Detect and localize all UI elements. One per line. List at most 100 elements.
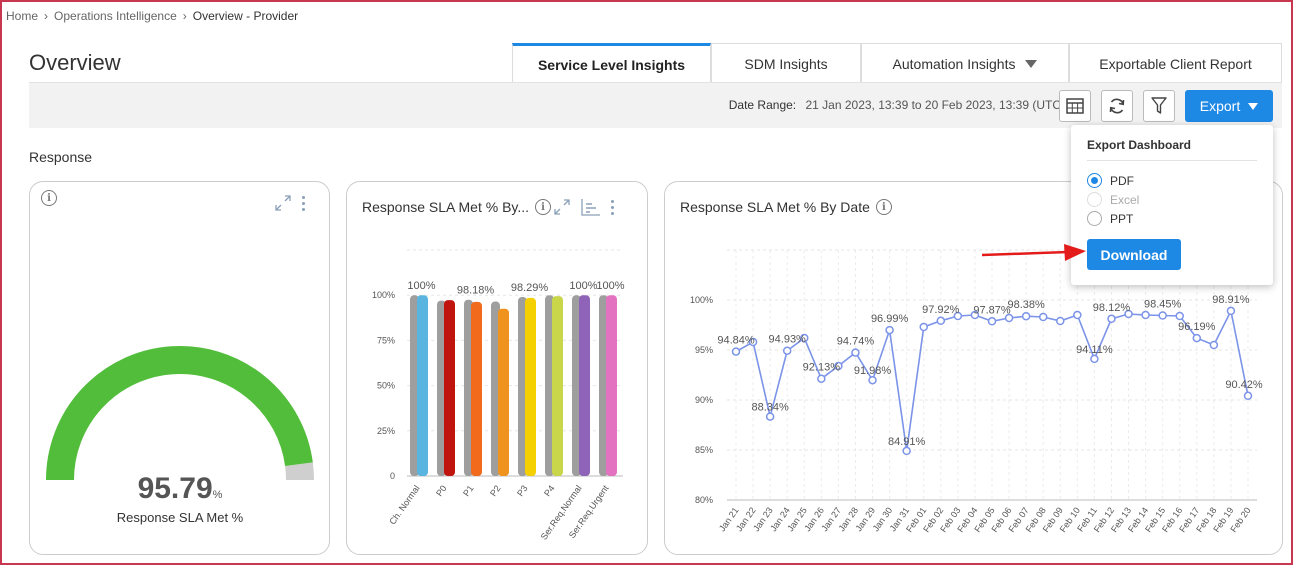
data-point <box>765 412 775 421</box>
data-point <box>1158 311 1167 320</box>
data-point <box>885 325 894 335</box>
gauge-chart <box>46 346 314 481</box>
gauge-fill <box>46 346 313 481</box>
data-point <box>817 374 826 383</box>
data-label: 94.11% <box>1076 344 1113 356</box>
export-option-pdf[interactable]: PDF <box>1087 173 1134 188</box>
data-label: 100% <box>596 280 624 292</box>
export-dropdown-divider <box>1087 160 1257 161</box>
tab-label: Service Level Insights <box>537 56 686 73</box>
calendar-button[interactable] <box>1059 90 1091 122</box>
bar-baseline <box>464 299 473 476</box>
data-point <box>1243 391 1253 401</box>
bar-baseline <box>545 295 554 476</box>
export-button[interactable]: Export <box>1185 90 1273 122</box>
export-option-label: PPT <box>1110 211 1134 226</box>
refresh-button[interactable] <box>1101 90 1133 122</box>
caret-down-icon <box>1025 59 1038 68</box>
date-range-label: Date Range: <box>728 98 797 112</box>
data-point <box>868 375 877 385</box>
data-point <box>1192 333 1202 343</box>
data-label: 96.99% <box>871 313 909 325</box>
data-label: 100% <box>569 280 597 292</box>
filter-button[interactable] <box>1143 90 1175 122</box>
bar-chart-title: Response SLA Met % By... <box>362 199 530 215</box>
data-point <box>1124 309 1133 319</box>
export-option-ppt[interactable]: PPT <box>1087 211 1133 226</box>
expand-icon[interactable] <box>553 198 571 216</box>
bar-baseline <box>599 295 608 476</box>
radio-icon[interactable] <box>1087 211 1102 226</box>
y-tick-label: 100% <box>372 290 395 300</box>
x-tick-label: P4 <box>542 483 557 498</box>
breadcrumb-home[interactable]: Home <box>6 9 39 23</box>
bar <box>417 295 428 476</box>
data-point <box>1021 311 1031 321</box>
chart-type-icon[interactable] <box>581 198 601 216</box>
bar-baseline <box>572 295 581 476</box>
tab-sdm-insights[interactable]: SDM Insights <box>711 43 861 83</box>
bar <box>552 296 563 476</box>
data-label: 90.42% <box>1225 379 1263 391</box>
gauge-unit: % <box>212 489 223 501</box>
y-tick-label: 85% <box>695 445 713 455</box>
data-point <box>1107 314 1116 324</box>
gauge-value: 95.79% <box>30 472 330 506</box>
data-point <box>919 322 928 332</box>
chevron-right-icon: › <box>182 9 187 23</box>
data-label: 94.93% <box>769 334 807 346</box>
tab-bar: Service Level Insights SDM Insights Auto… <box>512 43 1282 83</box>
tab-automation-insights[interactable]: Automation Insights <box>861 43 1069 83</box>
info-icon[interactable]: i <box>535 199 552 215</box>
breadcrumb: Home › Operations Intelligence › Overvie… <box>6 9 298 23</box>
y-tick-label: 80% <box>695 495 713 505</box>
tab-label: Automation Insights <box>892 55 1016 72</box>
tab-exportable-client-report[interactable]: Exportable Client Report <box>1069 43 1282 83</box>
bar <box>498 308 509 476</box>
expand-icon[interactable] <box>274 194 292 212</box>
y-tick-label: 0 <box>390 471 395 481</box>
data-point <box>1090 354 1099 364</box>
x-tick-label: Ch. Normal <box>387 483 421 526</box>
data-label: 98.38% <box>1007 299 1045 311</box>
info-icon[interactable]: i <box>41 190 57 206</box>
export-option-label: PDF <box>1110 173 1134 188</box>
radio-selected-icon[interactable] <box>1087 173 1102 188</box>
annotation-arrow <box>982 244 1086 261</box>
tab-label: SDM Insights <box>744 55 828 72</box>
y-tick-label: 90% <box>695 395 713 405</box>
data-point <box>800 333 809 343</box>
export-dropdown-title: Export Dashboard <box>1087 138 1192 152</box>
radio-icon <box>1087 192 1102 207</box>
breadcrumb-current: Overview - Provider <box>192 9 299 23</box>
bar <box>525 297 536 476</box>
info-icon[interactable]: i <box>875 199 892 215</box>
data-point <box>1038 312 1048 322</box>
data-label: 98.29% <box>511 282 549 294</box>
caret-down-icon <box>1248 102 1259 110</box>
gauge-card: i 95.79% Response SLA Met % <box>29 181 330 555</box>
y-tick-label: 75% <box>377 335 395 345</box>
y-tick-label: 95% <box>695 345 713 355</box>
series-line <box>735 308 1249 452</box>
calendar-icon <box>1066 98 1084 114</box>
x-tick-label: P3 <box>515 483 530 498</box>
x-tick-label: P0 <box>434 483 449 498</box>
data-label: 84.91% <box>888 436 926 448</box>
more-options-icon[interactable] <box>302 195 305 211</box>
y-tick-label: 100% <box>690 295 713 305</box>
data-point <box>1056 316 1065 326</box>
data-point <box>1226 306 1236 316</box>
breadcrumb-operations-intelligence[interactable]: Operations Intelligence <box>54 9 177 23</box>
data-label: 98.45% <box>1144 299 1182 311</box>
chevron-right-icon: › <box>44 9 49 23</box>
data-point <box>748 337 758 347</box>
more-options-icon[interactable] <box>611 199 614 215</box>
data-label: 98.18% <box>457 285 495 297</box>
download-button[interactable]: Download <box>1087 239 1181 270</box>
tab-service-level-insights[interactable]: Service Level Insights <box>512 43 711 83</box>
data-point <box>834 361 843 371</box>
date-range: Date Range: 21 Jan 2023, 13:39 to 20 Feb… <box>729 98 1065 112</box>
bar-baseline <box>491 301 500 476</box>
